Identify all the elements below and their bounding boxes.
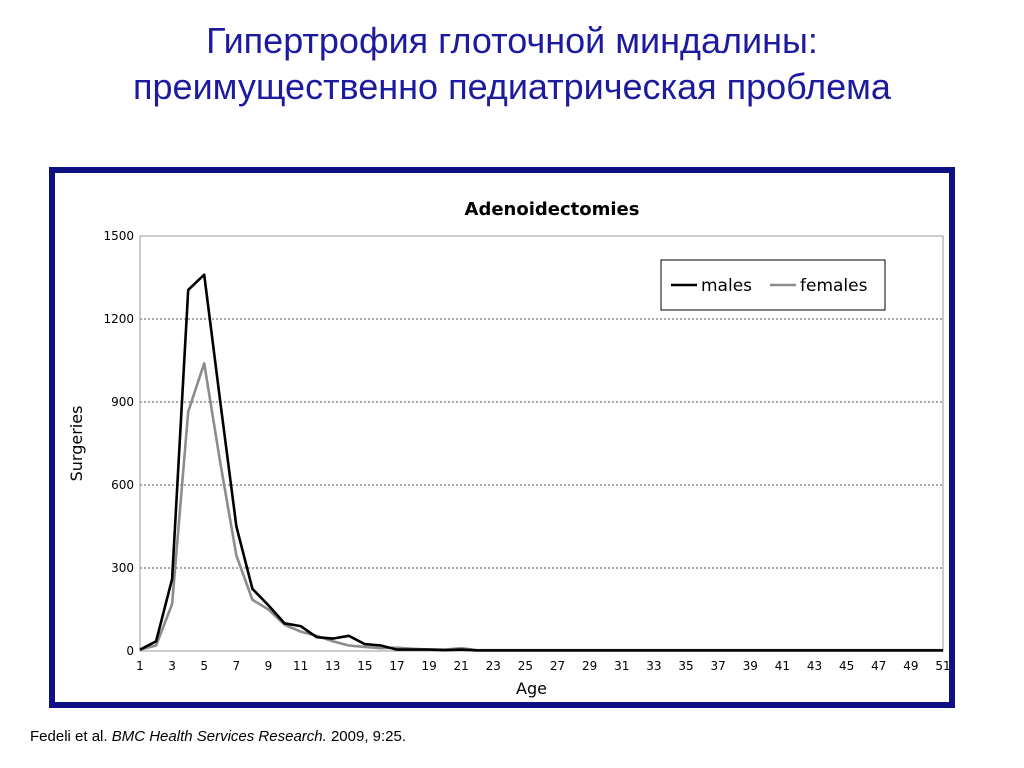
x-axis-ticks: 1 3 5 7 9 11 13 15 17 19 21 23 25 27 29 31 33 35 37 39 41 43 4…: [136, 659, 949, 673]
x-tick-label-24: 49: [903, 659, 918, 673]
x-tick-label-2: 5: [200, 659, 208, 673]
y-tick-label-5: 1500: [103, 229, 134, 243]
chart-background: [55, 173, 949, 702]
x-tick-label-8: 17: [389, 659, 404, 673]
x-tick-label-18: 37: [711, 659, 726, 673]
slide-title-line-2: преимущественно педиатрическая проблема: [133, 66, 891, 107]
series-line-males: [139, 273, 943, 652]
y-axis-label: Surgeries: [67, 406, 86, 482]
citation-journal: BMC Health Services Research.: [111, 728, 327, 745]
slide-title-line-1: Гипертрофия глоточной миндалины:: [206, 20, 818, 61]
x-tick-label-3: 7: [233, 659, 241, 673]
x-tick-label-14: 29: [582, 659, 597, 673]
x-tick-label-22: 45: [839, 659, 854, 673]
y-axis-ticks: 0 300 600 900 1200 1500: [103, 229, 134, 658]
x-tick-label-5: 11: [293, 659, 308, 673]
x-tick-label-16: 33: [646, 659, 661, 673]
legend-label-males: males: [701, 276, 752, 296]
x-tick-label-4: 9: [265, 659, 273, 673]
x-tick-label-21: 43: [807, 659, 822, 673]
y-tick-label-3: 900: [111, 395, 134, 409]
x-tick-label-9: 19: [421, 659, 436, 673]
x-tick-label-10: 21: [454, 659, 469, 673]
x-tick-label-25: 51: [935, 659, 949, 673]
grid-lines: [140, 318, 943, 569]
x-tick-label-23: 47: [871, 659, 886, 673]
x-tick-label-6: 13: [325, 659, 340, 673]
x-axis-label: Age: [516, 679, 547, 698]
x-tick-label-1: 3: [168, 659, 176, 673]
y-tick-label-0: 0: [126, 644, 134, 658]
x-tick-label-15: 31: [614, 659, 629, 673]
y-tick-label-2: 600: [111, 478, 134, 492]
series-lines: [139, 273, 943, 652]
x-tick-label-7: 15: [357, 659, 372, 673]
x-tick-label-0: 1: [136, 659, 144, 673]
x-tick-label-17: 35: [678, 659, 693, 673]
chart-title: Adenoidectomies: [465, 199, 640, 220]
x-tick-label-12: 25: [518, 659, 533, 673]
y-tick-label-1: 300: [111, 561, 134, 575]
x-tick-label-11: 23: [486, 659, 501, 673]
y-tick-label-4: 1200: [103, 312, 134, 326]
slide-title: Гипертрофия глоточной миндалины: преимущ…: [0, 18, 1024, 110]
x-tick-label-20: 41: [775, 659, 790, 673]
citation-details: 2009, 9:25.: [330, 728, 407, 745]
x-tick-label-13: 27: [550, 659, 565, 673]
chart-legend: males females: [660, 259, 886, 311]
legend-label-females: females: [800, 276, 868, 296]
x-tick-label-19: 39: [743, 659, 758, 673]
citation: Fedeli et al. BMC Health Services Resear…: [30, 728, 406, 745]
citation-authors: Fedeli et al.: [30, 728, 108, 745]
